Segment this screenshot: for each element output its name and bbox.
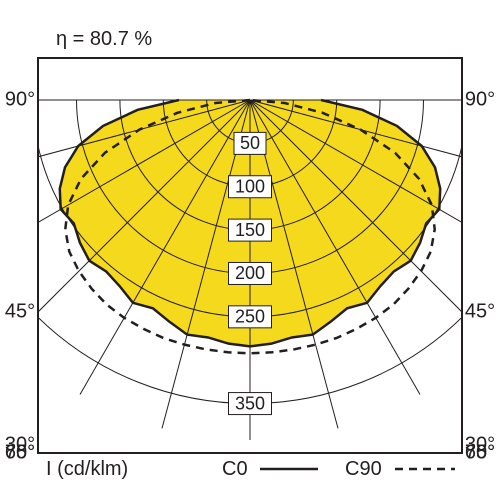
intensity-tick-label: 200 [235,263,265,283]
intensity-tick-label: 250 [235,307,265,327]
polar-chart-svg: 5010015020025035030°30°45°45°60°60°75°75… [0,0,500,500]
legend-c0-label: C0 [222,458,248,480]
efficiency-label: η = 80.7 % [56,28,152,51]
angle-label-right: 90° [465,88,495,110]
angle-label-left: 75° [5,441,35,463]
angle-label-right: 75° [465,441,495,463]
polar-chart-container: η = 80.7 % 5010015020025035030°30°45°45°… [0,0,500,500]
unit-label: I (cd/klm) [46,458,128,480]
intensity-tick-label: 50 [240,133,260,153]
legend-c90-label: C90 [345,458,382,480]
intensity-tick-label: 150 [235,220,265,240]
intensity-tick-label: 100 [235,176,265,196]
angle-label-right: 45° [465,300,495,322]
angle-label-left: 45° [5,300,35,322]
angle-label-left: 90° [5,88,35,110]
intensity-tick-label: 350 [235,393,265,413]
